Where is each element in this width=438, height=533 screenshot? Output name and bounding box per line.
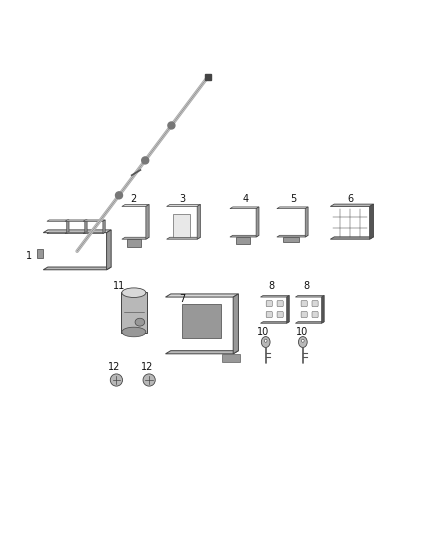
Polygon shape [122, 205, 149, 206]
Polygon shape [370, 204, 374, 239]
Text: 10: 10 [296, 327, 308, 337]
Ellipse shape [265, 339, 267, 342]
Polygon shape [287, 295, 289, 323]
FancyBboxPatch shape [277, 301, 283, 306]
Ellipse shape [298, 336, 307, 348]
Text: 10: 10 [257, 327, 269, 337]
Ellipse shape [122, 288, 146, 297]
Text: 6: 6 [347, 194, 353, 204]
Polygon shape [83, 232, 105, 233]
FancyBboxPatch shape [237, 237, 250, 244]
Polygon shape [166, 351, 238, 354]
Polygon shape [166, 294, 238, 297]
Polygon shape [85, 220, 87, 233]
FancyBboxPatch shape [182, 304, 222, 338]
FancyBboxPatch shape [312, 311, 318, 318]
Polygon shape [261, 295, 289, 297]
Polygon shape [295, 322, 324, 323]
Polygon shape [67, 220, 69, 233]
Polygon shape [146, 205, 149, 239]
Polygon shape [83, 220, 105, 221]
FancyBboxPatch shape [312, 301, 318, 306]
Polygon shape [37, 249, 43, 258]
Circle shape [142, 157, 149, 164]
Polygon shape [256, 207, 259, 237]
Polygon shape [277, 207, 308, 208]
Polygon shape [330, 204, 374, 206]
Ellipse shape [122, 327, 146, 337]
Polygon shape [43, 267, 111, 270]
Polygon shape [321, 295, 324, 323]
Text: 2: 2 [131, 194, 137, 204]
Polygon shape [230, 235, 259, 237]
FancyBboxPatch shape [222, 354, 240, 362]
FancyBboxPatch shape [266, 311, 272, 318]
Polygon shape [103, 220, 105, 233]
Text: 7: 7 [179, 294, 185, 304]
Polygon shape [230, 207, 259, 208]
Polygon shape [197, 205, 201, 239]
Polygon shape [122, 237, 149, 239]
Circle shape [168, 122, 175, 129]
FancyBboxPatch shape [277, 311, 283, 318]
Text: 3: 3 [179, 194, 185, 204]
Polygon shape [166, 205, 201, 206]
Circle shape [116, 192, 123, 199]
FancyBboxPatch shape [121, 292, 147, 333]
Polygon shape [43, 230, 111, 233]
Polygon shape [47, 220, 69, 221]
FancyBboxPatch shape [266, 301, 272, 306]
Text: 11: 11 [113, 281, 125, 291]
Ellipse shape [135, 318, 145, 326]
Text: 8: 8 [303, 281, 309, 291]
Ellipse shape [301, 339, 304, 342]
Text: 12: 12 [141, 362, 153, 372]
FancyBboxPatch shape [301, 311, 307, 318]
Polygon shape [305, 207, 308, 237]
Polygon shape [330, 237, 374, 239]
Circle shape [110, 374, 123, 386]
Polygon shape [261, 322, 289, 323]
FancyBboxPatch shape [127, 239, 141, 247]
Text: 4: 4 [242, 194, 248, 204]
Text: 8: 8 [268, 281, 275, 291]
Text: 12: 12 [108, 362, 120, 372]
FancyBboxPatch shape [173, 214, 190, 237]
Ellipse shape [261, 336, 270, 348]
FancyBboxPatch shape [283, 237, 299, 243]
Polygon shape [65, 220, 87, 221]
FancyBboxPatch shape [301, 301, 307, 306]
Text: 1: 1 [26, 251, 32, 261]
Polygon shape [166, 237, 201, 239]
Polygon shape [277, 235, 308, 237]
Polygon shape [65, 232, 87, 233]
Polygon shape [47, 232, 69, 233]
Polygon shape [106, 230, 111, 270]
Polygon shape [295, 295, 324, 297]
Text: 5: 5 [290, 194, 297, 204]
Polygon shape [233, 294, 238, 354]
Circle shape [143, 374, 155, 386]
